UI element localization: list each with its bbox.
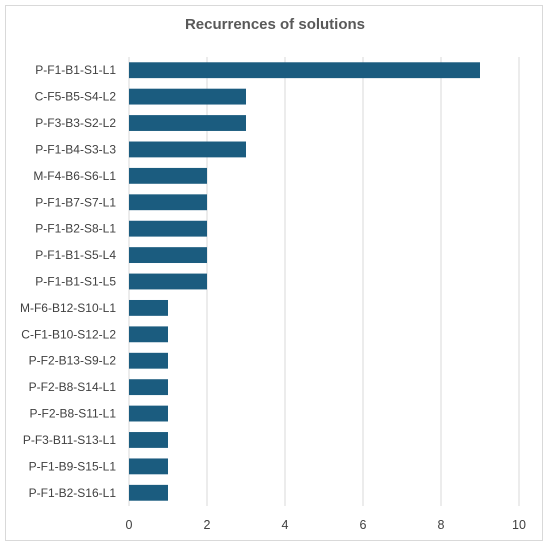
category-label: P-F3-B3-S2-L2 xyxy=(35,116,116,130)
x-tick-label: 2 xyxy=(204,518,211,532)
bar xyxy=(129,432,168,448)
bar xyxy=(129,326,168,343)
bar xyxy=(129,405,168,422)
category-label: C-F1-B10-S12-L2 xyxy=(21,327,116,341)
bar xyxy=(129,273,207,290)
bar xyxy=(129,458,168,475)
category-label: P-F2-B13-S9-L2 xyxy=(29,354,117,368)
x-tick-label: 4 xyxy=(282,518,289,532)
category-label: M-F6-B12-S10-L1 xyxy=(20,301,116,315)
category-label: M-F4-B6-S6-L1 xyxy=(33,169,116,183)
category-label: P-F1-B4-S3-L3 xyxy=(35,142,116,156)
category-label: P-F1-B1-S1-L1 xyxy=(35,63,116,77)
category-label: P-F1-B2-S16-L1 xyxy=(29,486,117,500)
bar xyxy=(129,220,207,237)
category-labels: P-F1-B1-S1-L1 C-F5-B5-S4-L2 P-F3-B3-S2-L2 P… xyxy=(20,63,116,500)
category-label: C-F5-B5-S4-L2 xyxy=(35,90,117,104)
category-label: P-F1-B9-S15-L1 xyxy=(29,459,117,473)
category-label: P-F1-B7-S7-L1 xyxy=(35,195,116,209)
category-label: P-F1-B2-S8-L1 xyxy=(35,222,116,236)
x-tick-label: 8 xyxy=(438,518,445,532)
category-label: P-F3-B11-S13-L1 xyxy=(23,433,116,447)
bar xyxy=(129,88,246,105)
category-label: P-F1-B1-S5-L4 xyxy=(35,248,116,262)
bar xyxy=(129,115,246,131)
bar xyxy=(129,167,207,184)
bar xyxy=(129,247,207,264)
x-tick-label: 10 xyxy=(512,518,526,532)
bar xyxy=(129,299,168,316)
category-label: P-F2-B8-S14-L1 xyxy=(29,380,117,394)
category-label: P-F1-B1-S1-L5 xyxy=(35,275,116,289)
bar xyxy=(129,62,480,79)
x-tick-labels: 0 2 4 6 8 10 xyxy=(126,518,526,532)
bar xyxy=(129,194,207,211)
chart-frame xyxy=(5,5,543,541)
bar xyxy=(129,484,168,501)
bar xyxy=(129,141,246,158)
category-label: P-F2-B8-S11-L1 xyxy=(30,407,117,421)
x-tick-label: 0 xyxy=(126,518,133,532)
chart-title: Recurrences of solutions xyxy=(184,16,366,33)
bar xyxy=(129,352,168,369)
x-tick-label: 6 xyxy=(360,518,367,532)
bars xyxy=(129,62,480,501)
bar xyxy=(129,379,168,396)
